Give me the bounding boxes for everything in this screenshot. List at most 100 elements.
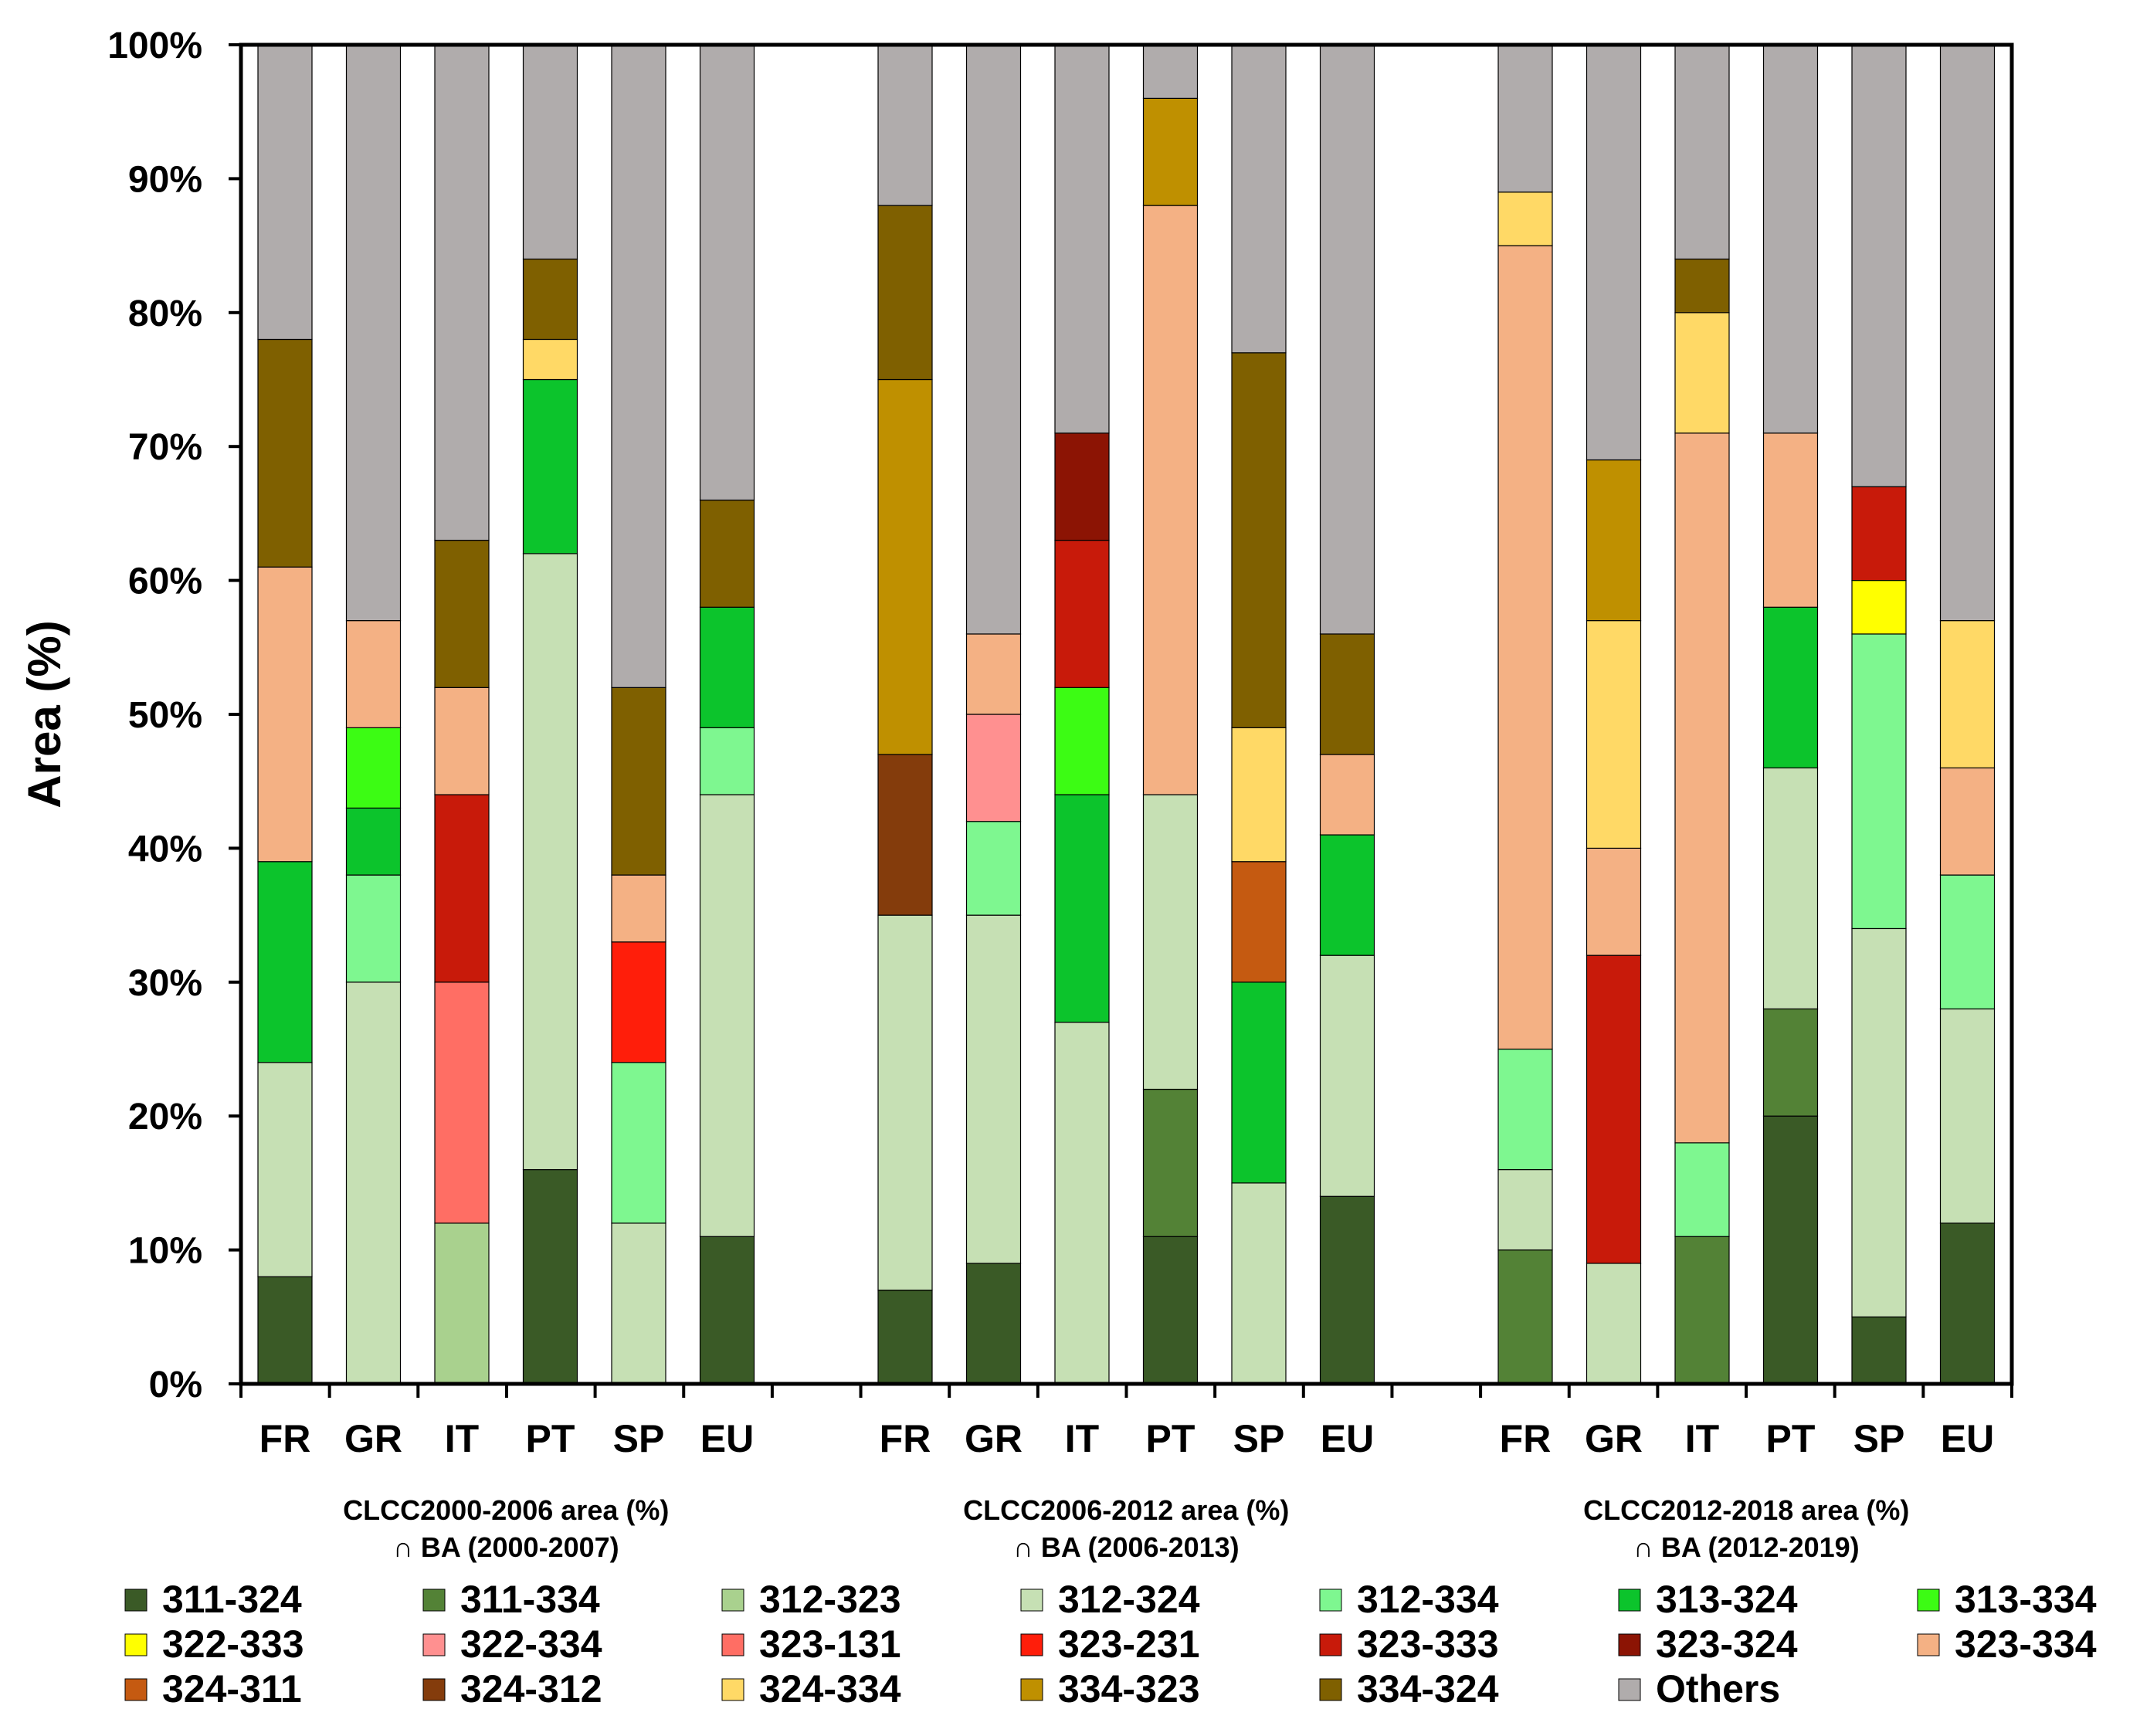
bar-segment xyxy=(965,44,1022,635)
bar-segment xyxy=(345,44,402,622)
x-category-label: SP xyxy=(1233,1417,1285,1460)
bar-segment xyxy=(434,44,490,541)
x-category-label: FR xyxy=(1500,1417,1552,1460)
bar-segment xyxy=(699,794,755,1237)
bar-segment xyxy=(434,539,490,688)
bar-segment xyxy=(611,687,666,876)
bars-layer xyxy=(257,44,1996,1385)
bar-segment xyxy=(345,874,402,983)
x-category-label: EU xyxy=(700,1417,754,1460)
bar-segment xyxy=(1585,954,1642,1264)
bar-segment xyxy=(1851,1316,1907,1385)
bar-segment xyxy=(1939,1222,1996,1385)
bar-segment xyxy=(434,794,490,983)
bar-segment xyxy=(1851,927,1907,1317)
bar-segment xyxy=(1497,44,1553,193)
x-category-label: SP xyxy=(1853,1417,1905,1460)
bar-segment xyxy=(345,620,402,728)
bar-segment xyxy=(1054,794,1110,1023)
bar-segment xyxy=(1231,352,1287,728)
y-tick-label: 60% xyxy=(128,561,202,602)
y-tick-label: 20% xyxy=(128,1097,202,1138)
bar-segment xyxy=(1319,954,1375,1197)
bar-segment xyxy=(1585,459,1642,622)
bar-segment xyxy=(1231,1182,1287,1385)
legend-swatch xyxy=(1917,1589,1940,1612)
legend-swatch xyxy=(1319,1678,1342,1701)
legend-swatch xyxy=(721,1633,744,1656)
bar-segment xyxy=(1319,44,1375,635)
legend-swatch xyxy=(1020,1633,1043,1656)
x-category-label: EU xyxy=(1941,1417,1994,1460)
legend-swatch xyxy=(422,1678,446,1701)
bar-segment xyxy=(965,714,1022,822)
bar-segment xyxy=(257,1276,313,1385)
legend-swatch xyxy=(124,1633,148,1656)
bar-segment xyxy=(877,754,933,916)
bar-segment xyxy=(345,982,402,1385)
bar-segment xyxy=(1939,1008,1996,1224)
legend-swatch xyxy=(1618,1633,1641,1656)
bar-segment xyxy=(257,1062,313,1277)
bar-segment xyxy=(1497,245,1553,1050)
legend-label: 323-333 xyxy=(1357,1622,1499,1666)
bar-segment xyxy=(611,941,666,1063)
legend-label: 322-334 xyxy=(460,1622,602,1666)
bar-segment xyxy=(1762,44,1819,434)
bar-segment xyxy=(1674,258,1730,314)
bar-segment xyxy=(345,807,402,876)
bar-segment xyxy=(522,44,578,260)
legend-label: 312-324 xyxy=(1058,1578,1200,1621)
group-caption-line2: ∩ BA (2012-2019) xyxy=(1633,1531,1860,1563)
bar-segment xyxy=(1142,97,1199,206)
bar-segment xyxy=(611,1222,666,1385)
bar-segment xyxy=(1319,834,1375,956)
y-axis-title: Area (%) xyxy=(19,620,70,808)
bar-segment xyxy=(1674,44,1730,260)
legend-swatch xyxy=(124,1589,148,1612)
group-caption-line1: CLCC2000-2006 area (%) xyxy=(343,1494,669,1526)
bar-segment xyxy=(257,861,313,1063)
legend-swatch xyxy=(1917,1633,1940,1656)
bar-segment xyxy=(1851,44,1907,487)
legend-swatch xyxy=(1618,1678,1641,1701)
bar-segment xyxy=(434,982,490,1224)
group-caption-line1: CLCC2012-2018 area (%) xyxy=(1583,1494,1909,1526)
x-category-label: FR xyxy=(259,1417,311,1460)
bar-segment xyxy=(877,44,933,206)
bar-segment xyxy=(1319,1195,1375,1385)
x-category-label: PT xyxy=(1766,1417,1816,1460)
bar-segment xyxy=(1939,44,1996,622)
bar-segment xyxy=(1142,205,1199,795)
x-category-label: IT xyxy=(445,1417,479,1460)
bar-segment xyxy=(1231,727,1287,863)
legend-label: 323-231 xyxy=(1058,1622,1200,1666)
bar-segment xyxy=(965,821,1022,916)
legend-swatch xyxy=(721,1589,744,1612)
x-category-label: GR xyxy=(965,1417,1023,1460)
legend-swatch xyxy=(422,1633,446,1656)
bar-segment xyxy=(1497,1048,1553,1171)
bar-segment xyxy=(257,566,313,863)
bar-segment xyxy=(1585,1263,1642,1385)
bar-segment xyxy=(522,258,578,341)
bar-segment xyxy=(699,606,755,728)
group-caption-line1: CLCC2006-2012 area (%) xyxy=(963,1494,1289,1526)
bar-segment xyxy=(1054,539,1110,688)
legend-swatch xyxy=(124,1678,148,1701)
bar-segment xyxy=(1762,1115,1819,1385)
legend-label: 311-334 xyxy=(460,1578,600,1621)
bar-segment xyxy=(1497,192,1553,246)
bar-segment xyxy=(1674,432,1730,1144)
bar-segment xyxy=(1762,767,1819,1010)
x-category-label: FR xyxy=(880,1417,931,1460)
bar-segment xyxy=(345,727,402,809)
bar-segment xyxy=(1762,1008,1819,1117)
bar-segment xyxy=(611,44,666,688)
legend-label: 323-131 xyxy=(759,1622,901,1666)
bar-segment xyxy=(1142,794,1199,1090)
legend-label: 324-334 xyxy=(759,1667,901,1711)
legend-swatch xyxy=(721,1678,744,1701)
legend-label: 313-324 xyxy=(1656,1578,1798,1621)
legend-layer: 311-324 311-334 312-323 312-324 312-334 313-3… xyxy=(124,1578,2097,1711)
